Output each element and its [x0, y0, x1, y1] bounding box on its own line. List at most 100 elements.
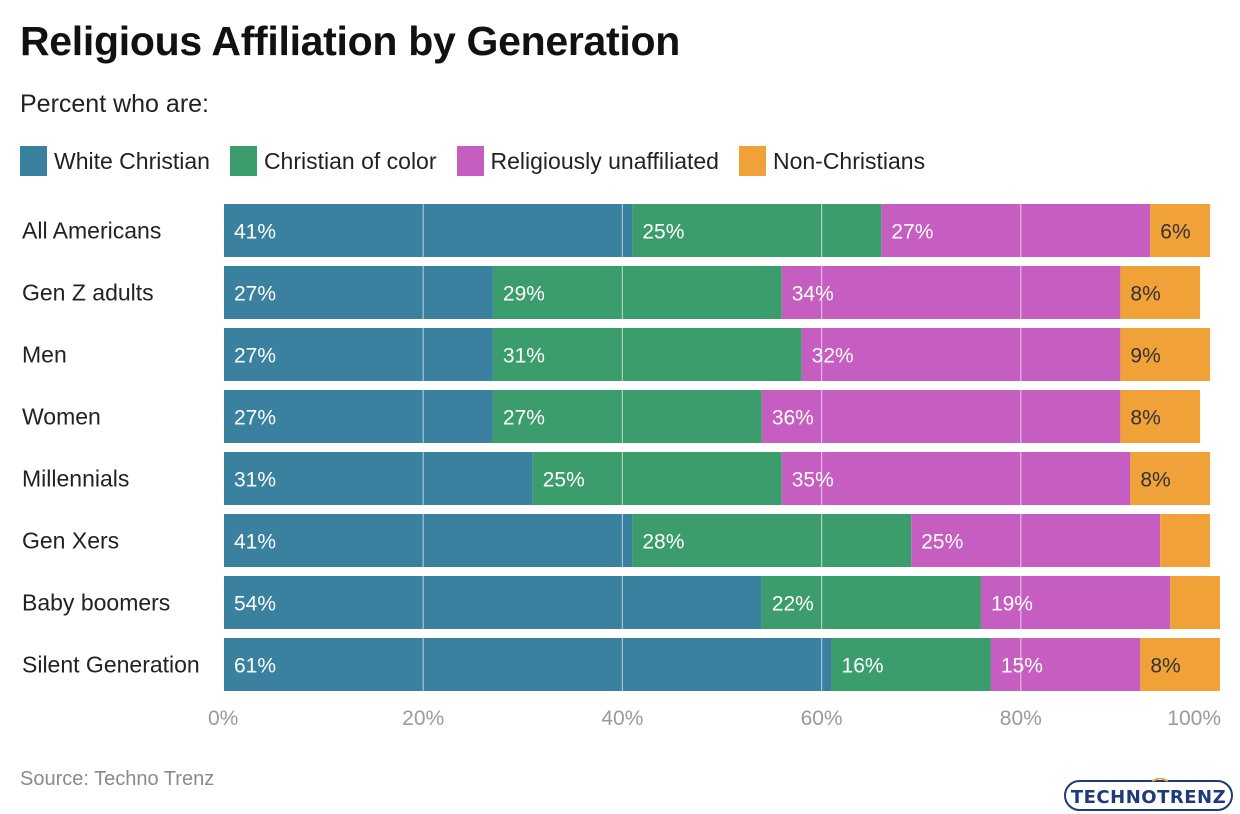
bar-women-white-christian: [224, 390, 493, 443]
value-label-women-christian-of-color: 27%: [503, 407, 545, 430]
bar-men-religiously-unaffiliated: [801, 328, 1121, 381]
bar-millennials-white-christian: [224, 452, 533, 505]
value-label-silent-generation-white-christian: 61%: [234, 655, 276, 678]
bar-women-religiously-unaffiliated: [761, 390, 1121, 443]
category-labels-layer: All Americans Gen Z adults Men Women Millenn…: [22, 218, 200, 678]
value-label-gen-xers-white-christian: 41%: [234, 531, 276, 554]
value-label-gen-xers-religiously-unaffiliated: 25%: [921, 531, 963, 554]
value-label-men-christian-of-color: 31%: [503, 345, 545, 368]
legend-swatch-non-christians: [738, 146, 766, 176]
category-label-all-americans: All Americans: [22, 218, 161, 244]
x-tick-label-40: 40%: [601, 707, 643, 730]
x-tick-label-0: 0%: [208, 707, 238, 730]
bar-all-americans-christian-of-color: [632, 204, 882, 257]
legend-label-non-christians: Non-Christians: [772, 147, 926, 174]
bar-millennials-religiously-unaffiliated: [781, 452, 1131, 505]
bar-men-non-christians: [1120, 328, 1211, 381]
legend-item-religiously-unaffiliated: Religiously unaffiliated: [456, 146, 719, 176]
value-label-all-americans-non-christians: 6%: [1160, 221, 1190, 244]
category-label-women: Women: [22, 404, 101, 430]
value-labels-layer: 41% 25% 27% 6% 27% 29% 34% 8% 27% 31% 32% 9% 27% 27% 3…: [234, 221, 1191, 678]
category-label-silent-generation: Silent Generation: [22, 652, 200, 678]
bar-gen-xers-non-christians: [1160, 514, 1211, 567]
value-label-all-americans-white-christian: 41%: [234, 221, 276, 244]
bar-women-non-christians: [1120, 390, 1201, 443]
value-label-baby-boomers-religiously-unaffiliated: 19%: [991, 593, 1033, 616]
technotrenz-logo: TECHNOTRENZ: [1064, 778, 1233, 811]
value-label-millennials-religiously-unaffiliated: 35%: [792, 469, 834, 492]
legend-item-christian-of-color: Christian of color: [229, 146, 437, 176]
legend-label-white-christian: White Christian: [54, 147, 210, 174]
bar-baby-boomers-white-christian: [224, 576, 762, 629]
bar-millennials-christian-of-color: [532, 452, 782, 505]
bar-silent-generation-white-christian: [224, 638, 832, 691]
category-label-gen-xers: Gen Xers: [22, 528, 119, 554]
stacked-bar-chart: 41% 25% 27% 6% 27% 29% 34% 8% 27% 31% 32% 9% 27% 27% 3…: [22, 204, 1221, 730]
bar-men-christian-of-color: [492, 328, 802, 381]
gridlines-layer: [422, 204, 1022, 691]
value-label-men-non-christians: 9%: [1130, 345, 1160, 368]
legend-swatch-christian-of-color: [229, 146, 257, 176]
x-tick-label-100: 100%: [1167, 707, 1221, 730]
bar-gen-xers-white-christian: [224, 514, 633, 567]
bar-millennials-non-christians: [1130, 452, 1211, 505]
legend-item-non-christians: Non-Christians: [738, 146, 926, 176]
bar-men-white-christian: [224, 328, 493, 381]
legend-item-white-christian: White Christian: [20, 146, 210, 176]
value-label-millennials-christian-of-color: 25%: [543, 469, 585, 492]
value-label-men-white-christian: 27%: [234, 345, 276, 368]
value-label-women-non-christians: 8%: [1130, 407, 1160, 430]
x-axis-ticks-layer: 0% 20% 40% 60% 80% 100%: [208, 707, 1221, 730]
bar-gen-z-adults-white-christian: [224, 266, 493, 319]
x-tick-label-60: 60%: [801, 707, 843, 730]
value-label-gen-z-adults-white-christian: 27%: [234, 283, 276, 306]
x-tick-label-80: 80%: [1000, 707, 1042, 730]
legend-label-christian-of-color: Christian of color: [263, 147, 437, 174]
value-label-gen-z-adults-non-christians: 8%: [1130, 283, 1160, 306]
bar-all-americans-white-christian: [224, 204, 633, 257]
bar-women-christian-of-color: [492, 390, 762, 443]
bar-silent-generation-non-christians: [1140, 638, 1220, 691]
legend: White Christian Christian of color Relig…: [20, 146, 945, 176]
legend-swatch-religiously-unaffiliated: [456, 146, 484, 176]
value-label-gen-z-adults-christian-of-color: 29%: [503, 283, 545, 306]
value-label-all-americans-religiously-unaffiliated: 27%: [891, 221, 933, 244]
source-note: Source: Techno Trenz: [20, 768, 215, 790]
value-label-women-religiously-unaffiliated: 36%: [772, 407, 814, 430]
bar-baby-boomers-religiously-unaffiliated: [980, 576, 1171, 629]
chart-title: Religious Affiliation by Generation: [20, 18, 680, 64]
category-label-men: Men: [22, 342, 67, 368]
value-label-silent-generation-religiously-unaffiliated: 15%: [1001, 655, 1043, 678]
bar-gen-z-adults-non-christians: [1120, 266, 1201, 319]
value-label-men-religiously-unaffiliated: 32%: [812, 345, 854, 368]
value-label-gen-z-adults-religiously-unaffiliated: 34%: [792, 283, 834, 306]
value-label-women-white-christian: 27%: [234, 407, 276, 430]
value-label-millennials-non-christians: 8%: [1140, 469, 1170, 492]
bar-all-americans-religiously-unaffiliated: [881, 204, 1151, 257]
bar-all-americans-non-christians: [1150, 204, 1211, 257]
category-label-baby-boomers: Baby boomers: [22, 590, 170, 616]
bar-gen-z-adults-religiously-unaffiliated: [781, 266, 1121, 319]
value-label-silent-generation-non-christians: 8%: [1150, 655, 1180, 678]
value-label-millennials-white-christian: 31%: [234, 469, 276, 492]
value-label-silent-generation-christian-of-color: 16%: [842, 655, 884, 678]
legend-label-religiously-unaffiliated: Religiously unaffiliated: [490, 147, 719, 174]
value-label-baby-boomers-white-christian: 54%: [234, 593, 276, 616]
bar-silent-generation-religiously-unaffiliated: [990, 638, 1141, 691]
bar-baby-boomers-non-christians: [1170, 576, 1220, 629]
legend-swatch-white-christian: [20, 146, 47, 176]
bar-gen-xers-religiously-unaffiliated: [911, 514, 1161, 567]
x-tick-label-20: 20%: [402, 707, 444, 730]
bar-silent-generation-christian-of-color: [831, 638, 991, 691]
category-label-millennials: Millennials: [22, 466, 129, 492]
value-label-baby-boomers-christian-of-color: 22%: [772, 593, 814, 616]
bar-baby-boomers-christian-of-color: [761, 576, 981, 629]
chart-subtitle: Percent who are:: [20, 90, 209, 118]
bars-layer: [224, 204, 1220, 691]
value-label-all-americans-christian-of-color: 25%: [642, 221, 684, 244]
value-label-gen-xers-christian-of-color: 28%: [642, 531, 684, 554]
category-label-gen-z-adults: Gen Z adults: [22, 280, 154, 306]
bar-gen-z-adults-christian-of-color: [492, 266, 782, 319]
bar-gen-xers-christian-of-color: [632, 514, 912, 567]
logo-text: TECHNOTRENZ: [1071, 787, 1226, 808]
